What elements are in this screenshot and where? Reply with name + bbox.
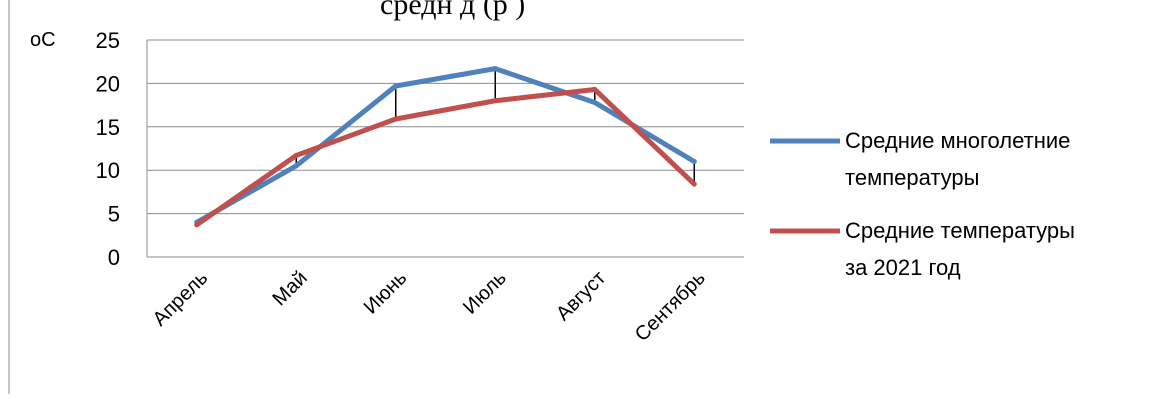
data-point: [293, 163, 299, 169]
legend-label: Средние многолетние: [845, 128, 1070, 153]
data-point: [492, 66, 498, 72]
grid-layer: [147, 39, 744, 258]
y-unit-label: оС: [30, 29, 56, 51]
y-tick-label: 25: [96, 28, 120, 53]
data-point: [691, 181, 697, 187]
y-tick-label: 10: [96, 158, 120, 183]
data-point: [194, 222, 200, 228]
series-layer: [194, 66, 697, 228]
y-tick-label: 15: [96, 115, 120, 140]
data-point: [592, 99, 598, 105]
legend-label: за 2021 год: [845, 255, 961, 280]
x-category-label: Май: [269, 267, 312, 310]
y-tick-label: 20: [96, 71, 120, 96]
difference-bars: [196, 68, 695, 225]
chart-title-fragment: средн д (р ): [380, 0, 525, 21]
x-category-label: Август: [552, 267, 610, 325]
data-point: [691, 159, 697, 165]
data-point: [393, 83, 399, 89]
data-point: [393, 116, 399, 122]
legend-label: Средние температуры: [845, 218, 1075, 243]
data-point: [592, 86, 598, 92]
data-point: [492, 98, 498, 104]
series-line-1: [194, 66, 697, 225]
series-line-2: [194, 86, 697, 228]
y-tick-label: 0: [108, 245, 120, 270]
legend-label: температуры: [845, 165, 979, 190]
data-point: [293, 152, 299, 158]
x-category-label: Апрель: [149, 267, 213, 331]
y-tick-label: 5: [108, 202, 120, 227]
legend: Средние многолетние температуры Средние те…: [770, 128, 1075, 280]
x-category-label: Июнь: [360, 267, 412, 319]
axis-layer: 0 5 10 15 20 25 Апрель Май Июнь Июль Август Сентябр…: [96, 28, 710, 346]
x-category-label: Сентябрь: [631, 267, 710, 346]
x-category-label: Июль: [459, 267, 511, 319]
